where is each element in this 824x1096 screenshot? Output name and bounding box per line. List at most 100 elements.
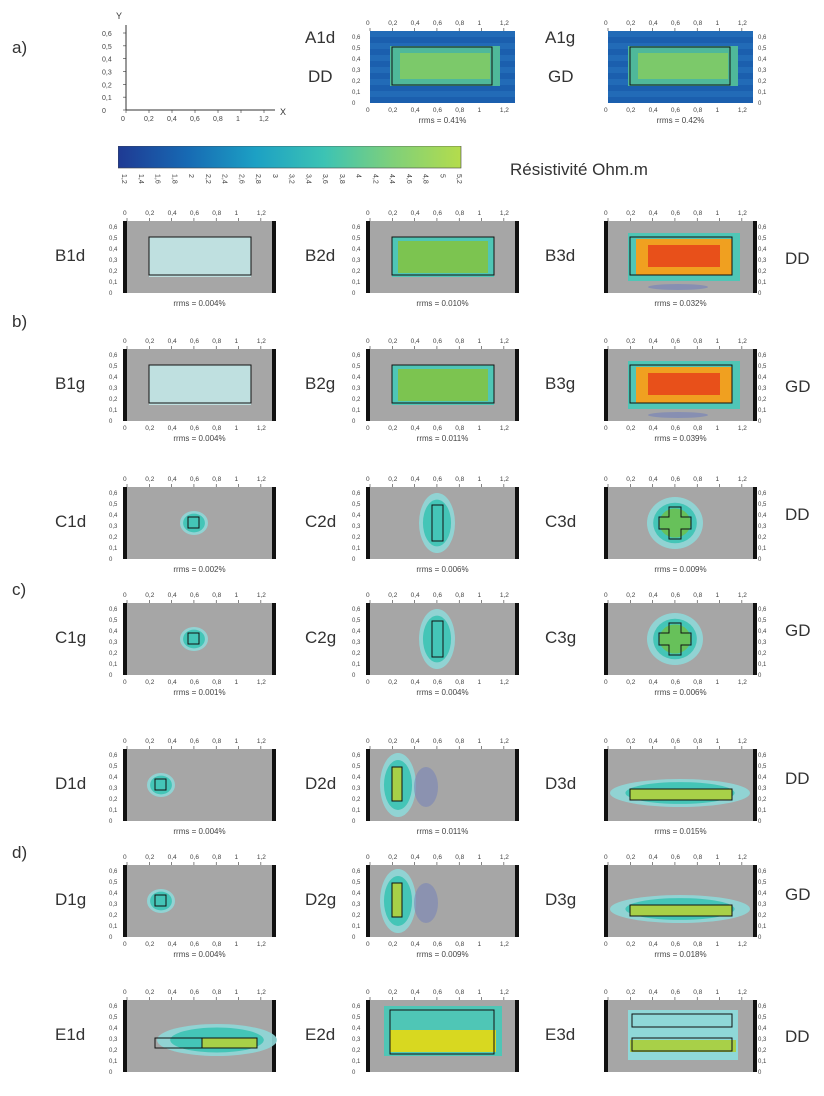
x-tick-label: 0,8 bbox=[693, 738, 702, 745]
x-tick-label-bottom: 1 bbox=[478, 679, 482, 686]
config-label-gd-row: GD bbox=[785, 885, 811, 904]
axis-x-letter: X bbox=[280, 107, 286, 117]
x-tick-label: 1,2 bbox=[257, 989, 266, 996]
colorbar-tick-label: 4,8 bbox=[422, 174, 429, 184]
y-tick-label: 0,2 bbox=[352, 397, 361, 403]
x-tick-label: 0,6 bbox=[671, 854, 680, 861]
y-tick-label: 0,3 bbox=[758, 786, 767, 792]
y-tick-label: 0,3 bbox=[352, 386, 361, 392]
y-tick-label: 0,6 bbox=[758, 753, 767, 759]
y-tick-label: 0,6 bbox=[352, 225, 361, 231]
y-tick-label: 0,4 bbox=[109, 1026, 118, 1032]
y-tick-label: 0 bbox=[758, 419, 762, 425]
config-label-dd-row: DD bbox=[785, 769, 810, 788]
tomography-panel-C1d: 0 0,2 0,4 0,6 0,8 1 1,2 0,6 0,5 0,4 0,3 0,2 0,1 0 bbox=[109, 476, 276, 563]
x-tick-label: 0 bbox=[366, 989, 370, 996]
x-tick-label: 1 bbox=[478, 338, 482, 345]
x-tick-label: 1 bbox=[716, 989, 720, 996]
x-tick-label-bottom: 0,4 bbox=[411, 679, 420, 686]
x-tick-label: 0,2 bbox=[626, 989, 635, 996]
x-tick-label: 0,8 bbox=[455, 210, 464, 217]
x-tick-label: 0,6 bbox=[190, 592, 199, 599]
x-tick-label: 1,2 bbox=[500, 210, 509, 217]
y-tick-label: 0,2 bbox=[352, 651, 361, 657]
y-tick-label: 0,5 bbox=[352, 236, 361, 242]
y-tick-label: 0 bbox=[109, 419, 113, 425]
x-tick-label: 0,2 bbox=[145, 476, 154, 483]
colorbar-tick-label: 4,6 bbox=[405, 174, 412, 184]
config-label-dd-row: DD bbox=[785, 249, 810, 268]
x-tick-label-bottom: 0,8 bbox=[212, 679, 221, 686]
x-tick-label: 0,2 bbox=[145, 592, 154, 599]
x-tick-label-bottom: 0,4 bbox=[168, 941, 177, 948]
target-outline bbox=[187, 632, 200, 645]
x-tick-label: 0,6 bbox=[671, 738, 680, 745]
x-tick-label: 0,6 bbox=[433, 338, 442, 345]
panel-label-E3d: E3d bbox=[545, 1025, 576, 1044]
y-tick-label: 0,6 bbox=[758, 491, 767, 497]
target-outline bbox=[629, 46, 731, 86]
panel-label-B3d: B3d bbox=[545, 246, 576, 265]
x-tick-label: 0,4 bbox=[411, 476, 420, 483]
x-tick-label: 1,2 bbox=[500, 854, 509, 861]
y-tick-label: 0 bbox=[352, 419, 356, 425]
x-tick-label: 1 bbox=[716, 592, 720, 599]
y-tick-label: 0,6 bbox=[352, 753, 361, 759]
tomography-panel-A1d: 0 0,2 0,4 0,6 0,8 1 1,2 0,6 0,5 0,4 0,3 0,2 0,1 0 0 0,2… bbox=[352, 20, 515, 114]
x-tick-label-bottom: 0 bbox=[123, 425, 127, 432]
x-tick-label: 0,8 bbox=[455, 338, 464, 345]
colorbar-tick-label: 2,6 bbox=[237, 174, 244, 184]
anomaly-blob bbox=[422, 499, 452, 547]
y-tick-label: 0,3 bbox=[352, 258, 361, 264]
panel-label-C2d: C2d bbox=[305, 512, 337, 531]
panel-label-B1g: B1g bbox=[55, 374, 86, 393]
x-tick-label: 0,8 bbox=[212, 989, 221, 996]
y-tick-label: 0,2 bbox=[758, 651, 767, 657]
x-tick-label-bottom: 0,2 bbox=[388, 107, 397, 114]
x-tick-label-bottom: 0,6 bbox=[433, 107, 442, 114]
x-tick-label: 0,8 bbox=[693, 338, 702, 345]
x-tick-label-bottom: 1 bbox=[478, 941, 482, 948]
schematic-y-tick: 0,6 bbox=[102, 31, 112, 38]
colorbar-tick-label: 1,6 bbox=[154, 174, 161, 184]
x-tick-label: 0,2 bbox=[388, 738, 397, 745]
y-tick-label: 0,6 bbox=[352, 35, 361, 41]
x-tick-label-bottom: 0,2 bbox=[626, 107, 635, 114]
x-tick-label: 0 bbox=[604, 989, 608, 996]
x-tick-label: 0,6 bbox=[433, 476, 442, 483]
y-tick-label: 0,3 bbox=[109, 524, 118, 530]
tomography-panel-A1g: 0 0,2 0,4 0,6 0,8 1 1,2 0,6 0,5 0,4 0,3 0,2 0,1 0 0 0,2… bbox=[604, 20, 767, 114]
y-tick-label: 0 bbox=[109, 557, 113, 563]
y-tick-label: 0,2 bbox=[352, 1048, 361, 1054]
y-tick-label: 0,1 bbox=[758, 1059, 767, 1065]
rrms-value: rrms = 0.011% bbox=[416, 827, 469, 836]
x-tick-label: 0,6 bbox=[433, 20, 442, 27]
anomaly-blob bbox=[659, 508, 691, 538]
x-tick-label: 0 bbox=[604, 338, 608, 345]
y-tick-label: 0,1 bbox=[352, 924, 361, 930]
y-tick-label: 0,1 bbox=[109, 662, 118, 668]
x-tick-label: 1,2 bbox=[257, 210, 266, 217]
y-tick-label: 0,1 bbox=[352, 546, 361, 552]
rrms-value: rrms = 0.010% bbox=[416, 299, 469, 308]
colorbar-tick-label: 3,2 bbox=[288, 174, 295, 184]
target-outline bbox=[391, 46, 493, 86]
x-tick-label-bottom: 0,8 bbox=[455, 425, 464, 432]
x-tick-label: 1,2 bbox=[738, 476, 747, 483]
x-tick-label: 0,2 bbox=[145, 989, 154, 996]
y-tick-label: 0,2 bbox=[758, 397, 767, 403]
x-tick-label: 0,8 bbox=[693, 20, 702, 27]
x-tick-label-bottom: 0,2 bbox=[626, 425, 635, 432]
y-tick-label: 0,3 bbox=[109, 902, 118, 908]
x-tick-label-bottom: 0,8 bbox=[693, 425, 702, 432]
x-tick-label-bottom: 0 bbox=[604, 679, 608, 686]
y-tick-label: 0,1 bbox=[109, 546, 118, 552]
x-tick-label: 0 bbox=[366, 738, 370, 745]
x-tick-label-bottom: 0,2 bbox=[626, 679, 635, 686]
panel-label-C3g: C3g bbox=[545, 628, 577, 647]
x-tick-label: 0,8 bbox=[455, 989, 464, 996]
tomography-panel-D3g: 0 0,2 0,4 0,6 0,8 1 1,2 0,6 0,5 0,4 0,3 0,2 0,1 0 0 0,2… bbox=[604, 854, 767, 948]
x-tick-label-bottom: 0,6 bbox=[433, 679, 442, 686]
x-tick-label: 0,4 bbox=[411, 338, 420, 345]
schematic-y-tick: 0,2 bbox=[102, 82, 112, 89]
